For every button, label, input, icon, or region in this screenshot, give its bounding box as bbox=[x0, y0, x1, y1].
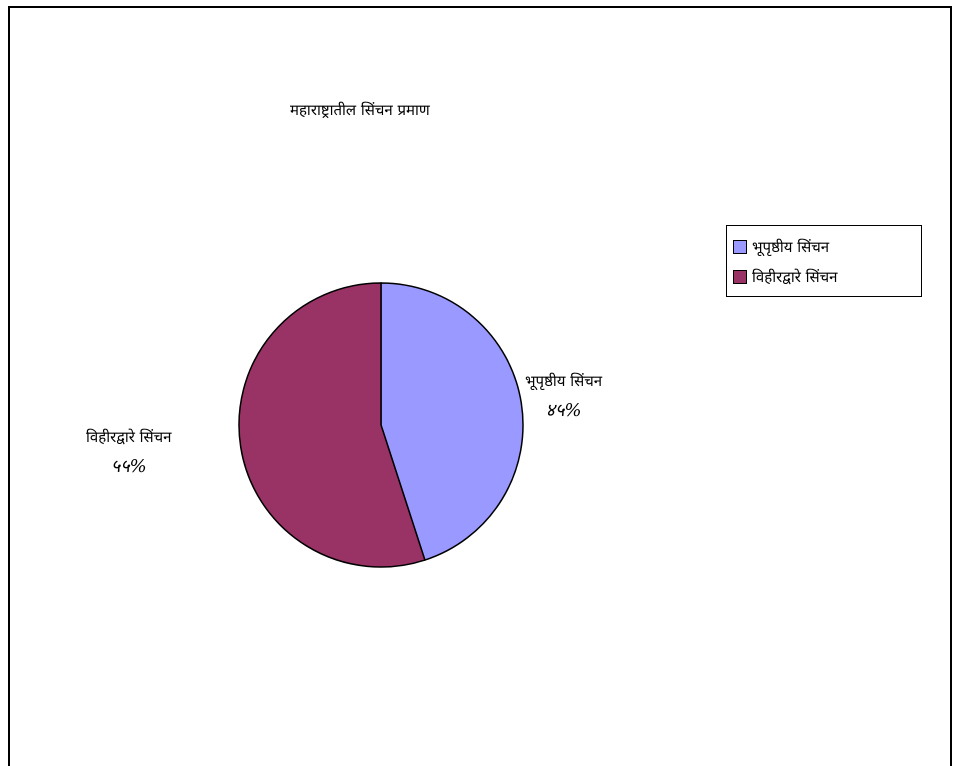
legend-label-surface: भूपृष्ठीय सिंचन bbox=[752, 238, 830, 256]
legend-item-surface: भूपृष्ठीय सिंचन bbox=[733, 232, 915, 262]
slice-label-surface-value: ४५% bbox=[545, 400, 582, 421]
legend: भूपृष्ठीय सिंचन विहीरद्वारे सिंचन bbox=[726, 225, 922, 297]
slice-label-well-value: ५५% bbox=[110, 456, 147, 477]
legend-swatch-surface bbox=[733, 240, 747, 254]
legend-swatch-well bbox=[733, 270, 747, 284]
slice-label-well-name: विहीरद्वारे सिंचन bbox=[86, 428, 172, 446]
pie-slice-surface bbox=[380, 282, 524, 561]
pie-slice-well bbox=[238, 282, 426, 568]
legend-item-well: विहीरद्वारे सिंचन bbox=[733, 262, 915, 292]
slice-label-surface: भूपृष्ठीय सिंचन ४५% bbox=[525, 366, 602, 426]
chart-title: महाराष्ट्रातील सिंचन प्रमाण bbox=[290, 101, 430, 119]
slice-label-surface-name: भूपृष्ठीय सिंचन bbox=[525, 372, 603, 390]
legend-label-well: विहीरद्वारे सिंचन bbox=[752, 268, 838, 286]
slice-label-well: विहीरद्वारे सिंचन ५५% bbox=[86, 422, 172, 482]
